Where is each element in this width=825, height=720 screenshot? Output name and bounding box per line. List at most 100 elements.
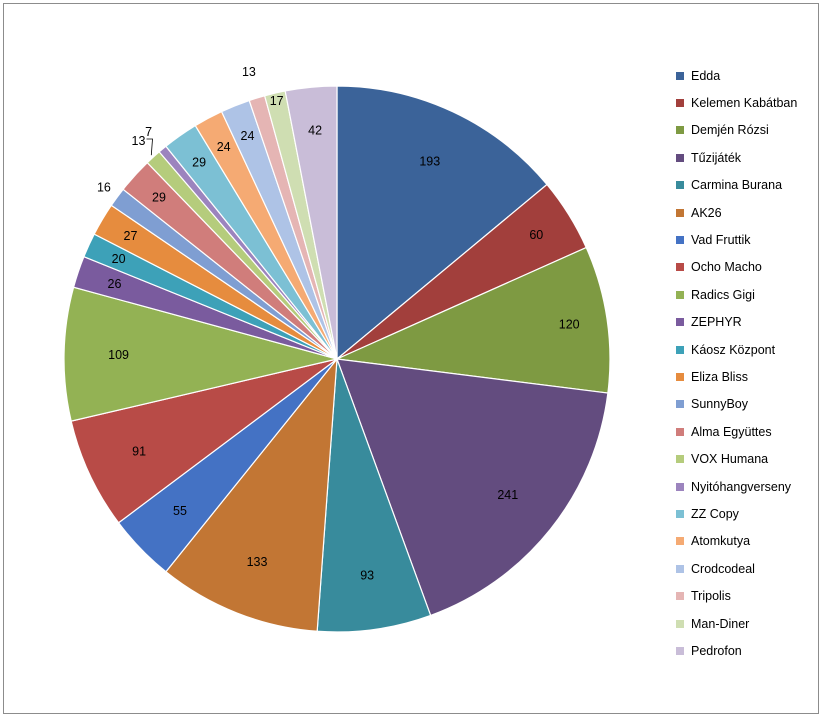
legend-label: Nyitóhangverseny [691, 479, 792, 494]
legend-item: Crodcodeal [676, 555, 797, 582]
legend-label: Kelemen Kabátban [691, 96, 798, 111]
pie-slice-1 [336, 85, 548, 361]
legend-swatch [676, 236, 684, 245]
leader-line [146, 138, 153, 156]
legend-swatch [676, 537, 684, 546]
legend-item: Demjén Rózsi [676, 117, 797, 144]
data-label-19: 24 [241, 129, 255, 143]
pie-slice-8 [70, 358, 338, 524]
legend-label: Eliza Bliss [691, 369, 748, 384]
data-label-12: 27 [124, 229, 138, 243]
legend-swatch [676, 372, 684, 381]
legend-label: Alma Együttes [691, 424, 772, 439]
data-label-9: 109 [108, 348, 129, 362]
legend-swatch [676, 290, 684, 299]
legend-label: ZZ Copy [691, 506, 739, 521]
legend-item: Káosz Központ [676, 336, 797, 363]
legend-label: Káosz Központ [691, 342, 776, 357]
data-label-14: 29 [152, 191, 166, 205]
legend-swatch [676, 208, 684, 217]
data-label-6: 133 [247, 555, 268, 569]
legend-item: Pedrofon [676, 637, 797, 664]
legend-swatch [676, 455, 684, 464]
legend-label: Man-Diner [691, 616, 750, 631]
legend-label: Pedrofon [691, 643, 742, 658]
legend: Edda Kelemen Kabátban Demjén Rózsi Tűzijáté… [676, 62, 797, 665]
legend-item: Eliza Bliss [676, 363, 797, 390]
legend-label: Radics Gigi [691, 287, 755, 302]
data-label-7: 55 [173, 504, 187, 518]
data-label-15: 13 [132, 134, 146, 148]
pie-slice-3 [334, 246, 611, 394]
pie-slice-22 [284, 85, 338, 360]
legend-label: VOX Humana [691, 452, 769, 467]
legend-swatch [676, 318, 684, 327]
legend-swatch [676, 427, 684, 436]
legend-swatch [676, 71, 684, 80]
data-label-4: 241 [497, 488, 518, 502]
legend-item: Radics Gigi [676, 281, 797, 308]
legend-swatch [676, 564, 684, 573]
legend-label: Tűzijáték [691, 150, 742, 165]
data-label-10: 26 [108, 277, 122, 291]
data-label-13: 16 [97, 181, 111, 195]
legend-swatch [676, 126, 684, 135]
data-label-3: 120 [559, 317, 580, 331]
legend-label: ZEPHYR [691, 315, 742, 330]
data-label-16: 7 [145, 125, 152, 139]
data-label-18: 24 [217, 140, 231, 154]
legend-swatch [676, 99, 684, 108]
legend-label: Ocho Macho [691, 260, 762, 275]
data-label-1: 193 [419, 154, 440, 168]
data-label-20: 13 [242, 65, 256, 79]
legend-label: Carmina Burana [691, 178, 783, 193]
legend-swatch [676, 509, 684, 518]
legend-item: Kelemen Kabátban [676, 89, 797, 116]
legend-label: Atomkutya [691, 534, 751, 549]
legend-swatch [676, 646, 684, 655]
legend-label: SunnyBoy [691, 397, 748, 412]
legend-item: ZEPHYR [676, 309, 797, 336]
legend-label: Crodcodeal [691, 561, 755, 576]
pie-slices [63, 85, 611, 633]
legend-item: Edda [676, 62, 797, 89]
data-label-22: 42 [308, 124, 322, 138]
legend-label: AK26 [691, 205, 722, 220]
pie-slice-6 [165, 357, 338, 632]
pie-chart: 1936012024193133559110926202716291372924… [63, 65, 611, 633]
legend-item: Nyitóhangverseny [676, 473, 797, 500]
data-label-2: 60 [529, 228, 543, 242]
legend-item: Vad Fruttik [676, 226, 797, 253]
legend-item: Alma Együttes [676, 418, 797, 445]
legend-swatch [676, 345, 684, 354]
legend-item: Tripolis [676, 582, 797, 609]
legend-swatch [676, 181, 684, 190]
legend-item: Man-Diner [676, 610, 797, 637]
data-labels: 1936012024193133559110926202716291372924… [97, 65, 580, 582]
legend-item: SunnyBoy [676, 391, 797, 418]
legend-item: VOX Humana [676, 445, 797, 472]
pie-slice-5 [316, 358, 432, 633]
legend-item: ZZ Copy [676, 500, 797, 527]
legend-swatch [676, 482, 684, 491]
chart-area: 193 60 120 241 93 133 55 91 109 26 20 27 16 29 13 7 29 24… [3, 3, 819, 714]
legend-item: Ocho Macho [676, 254, 797, 281]
legend-label: Tripolis [691, 589, 731, 604]
data-label-5: 93 [360, 568, 374, 582]
legend-label: Edda [691, 68, 721, 83]
legend-label: Vad Fruttik [691, 233, 751, 248]
pie-slice-9 [63, 286, 338, 422]
legend-swatch [676, 619, 684, 628]
data-label-21: 17 [270, 94, 284, 108]
legend-swatch [676, 153, 684, 162]
legend-item: AK26 [676, 199, 797, 226]
legend-item: Tűzijáték [676, 144, 797, 171]
data-label-11: 20 [112, 252, 126, 266]
legend-label: Demjén Rózsi [691, 123, 769, 138]
data-label-17: 29 [192, 155, 206, 169]
legend-swatch [676, 400, 684, 409]
legend-swatch [676, 263, 684, 272]
legend-swatch [676, 592, 684, 601]
legend-item: Atomkutya [676, 528, 797, 555]
pie-slice-4 [336, 358, 609, 617]
